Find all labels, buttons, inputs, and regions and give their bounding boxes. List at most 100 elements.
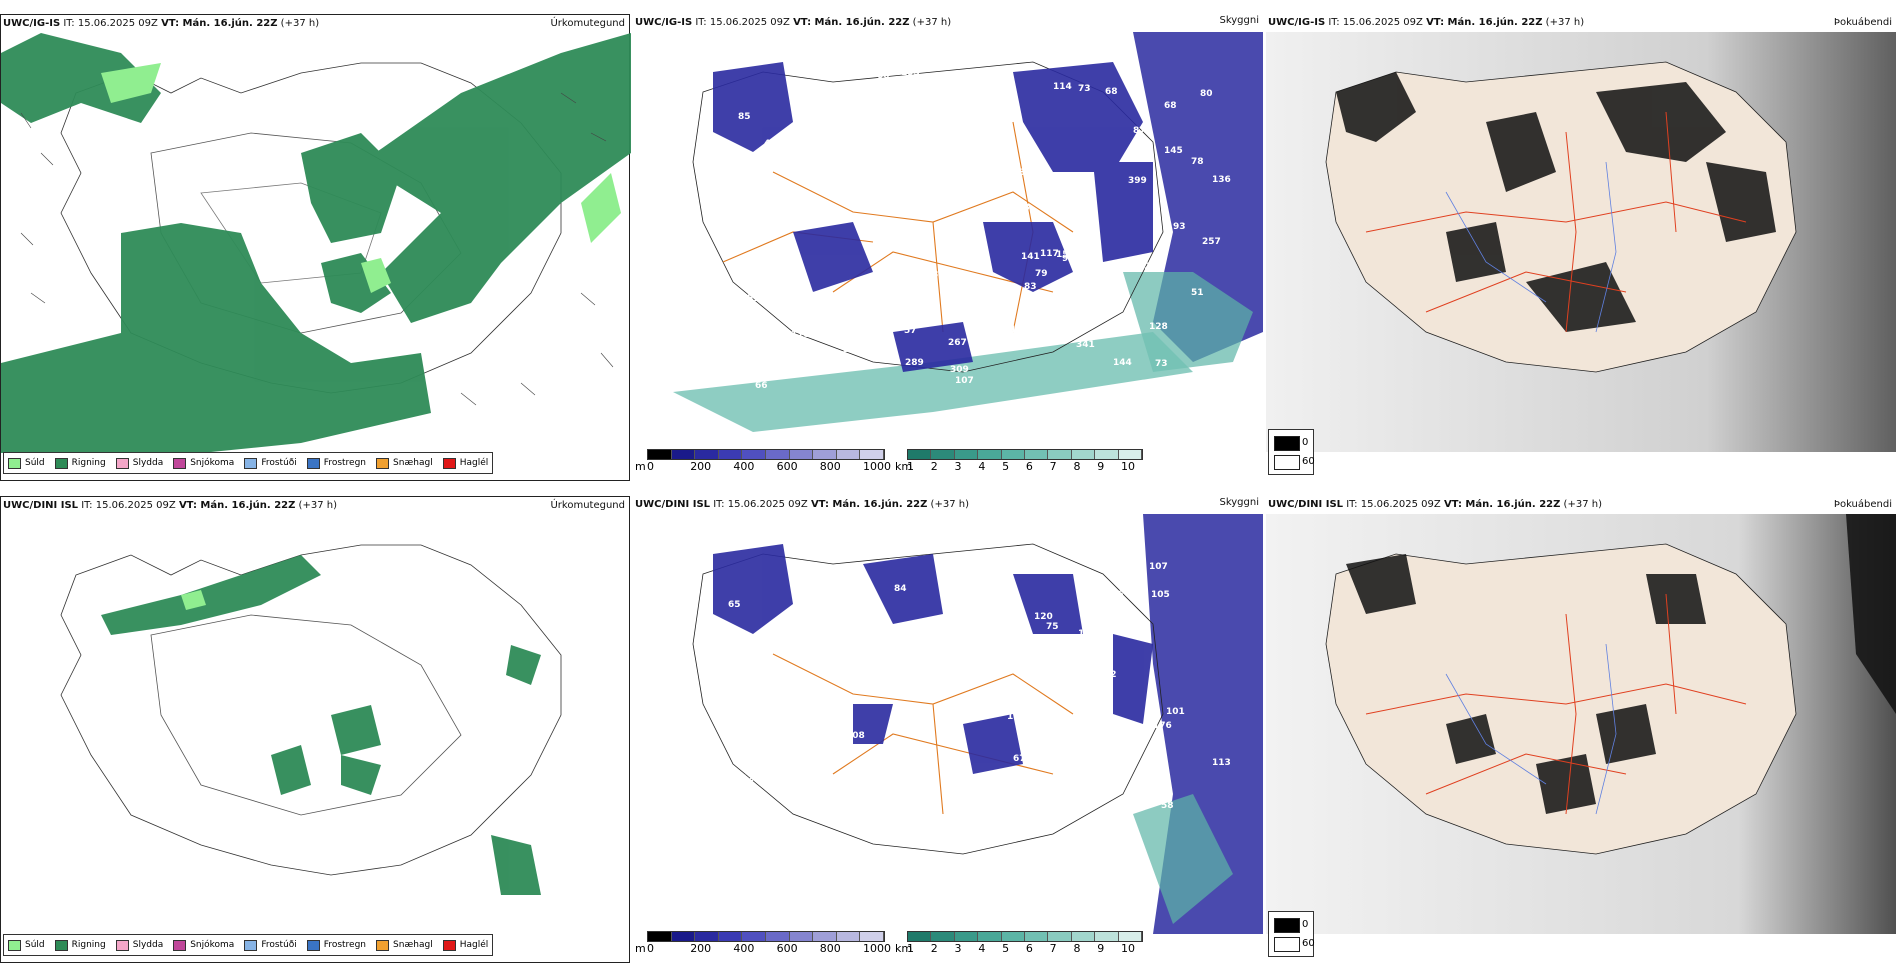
cloud-base-label: 118 — [791, 330, 810, 340]
cloud-base-label: 77 — [756, 364, 769, 374]
cloud-base-label: 67 — [1016, 131, 1029, 141]
cloud-base-label: 61 — [778, 720, 791, 730]
cloud-base-label: 101 — [1166, 707, 1185, 717]
cloud-base-label: 289 — [905, 358, 924, 368]
colorbar-cell — [671, 450, 696, 459]
colorbar-cell — [954, 450, 979, 459]
legend-swatch — [173, 939, 187, 951]
colorbar-cell — [742, 450, 766, 459]
cloud-base-label: 57 — [904, 326, 917, 336]
cloud-base-label: 425 — [942, 178, 961, 188]
bottom-cloud-panel: UWC/DINI ISL IT: 15.06.2025 09Z VT: Mán.… — [633, 496, 1263, 963]
colorbar-cell — [1071, 932, 1096, 941]
precip-type-legend: Súld Rigning Slydda Snjókoma Frostúði Frostre… — [3, 452, 494, 474]
legend-swatch — [115, 457, 129, 469]
cloud-base-label: 92 — [1138, 262, 1151, 272]
panel-header: UWC/IG-IS IT: 15.06.2025 09Z VT: Mán. 16… — [3, 18, 320, 29]
legend-swatch — [8, 457, 21, 469]
colorbar-tick: 600 — [776, 460, 798, 473]
cloud-base-label: 94 — [1062, 254, 1075, 264]
cloud-base-label: 67 — [916, 175, 929, 185]
legend-item: Rigning — [54, 939, 106, 951]
colorbar-cell — [765, 932, 790, 941]
colorbar-tick: 0 — [647, 942, 654, 955]
colorbar-tick: 7 — [1049, 460, 1057, 473]
legend-label: Snæhagl — [393, 940, 433, 950]
cloud-base-label: 88 — [877, 74, 890, 84]
cloud-base-label: 128 — [1149, 322, 1168, 332]
legend-item: Súld — [8, 939, 45, 951]
legend-item: Snjókoma — [173, 457, 234, 469]
legend-item: Haglél — [442, 939, 488, 951]
panel-header: UWC/DINI ISL IT: 15.06.2025 09Z VT: Mán.… — [1268, 499, 1602, 510]
panel-title: Skyggni — [1219, 15, 1259, 26]
colorbar-tick: 10 — [1121, 460, 1135, 473]
colorbar-tick: 6 — [1025, 460, 1033, 473]
legend-swatch — [244, 939, 258, 951]
colorbar-strip — [647, 449, 885, 460]
colorbar-tick: 8 — [1073, 460, 1081, 473]
legend-item: Frostregn — [306, 457, 367, 469]
panel-header: UWC/IG-IS IT: 15.06.2025 09Z VT: Mán. 16… — [635, 17, 952, 28]
cloud-base-label: 112 — [735, 774, 754, 784]
colorbar-unit: m — [635, 460, 646, 473]
cloud-base-label: 77 — [806, 354, 819, 364]
panel-header: UWC/DINI ISL IT: 15.06.2025 09Z VT: Mán.… — [3, 500, 337, 511]
cloud-base-label: 76 — [912, 116, 925, 126]
colorbar-tick: 9 — [1097, 460, 1105, 473]
cloud-base-label: 120 — [1034, 612, 1053, 622]
cloud-base-label: 93 — [806, 157, 819, 167]
colorbar-cell — [695, 450, 719, 459]
cloud-base-label: 89 — [1025, 757, 1038, 767]
colorbar-cell — [671, 932, 696, 941]
colorbar-unit: km — [895, 460, 913, 473]
cloud-base-label: 95 — [924, 56, 937, 66]
legend-label: Rigning — [71, 940, 106, 950]
cloud-base-label: 117 — [1040, 249, 1059, 259]
colorbar-tick: 0 — [647, 460, 654, 473]
colorbar-cell — [1001, 450, 1026, 459]
colorbar-cell — [789, 932, 814, 941]
precip-type-legend: Súld Rigning Slydda Snjókoma Frostúði Frostre… — [3, 934, 494, 956]
cloud-base-label: 468 — [1006, 168, 1025, 178]
cloud-base-label: 113 — [1212, 758, 1231, 768]
cloud-base-label: 193 — [901, 68, 920, 78]
colorbar-cell — [695, 932, 719, 941]
cloud-base-label: 176 — [1153, 721, 1172, 731]
panel-title: Þokuábendi — [1833, 499, 1892, 510]
cloud-base-label: 75 — [759, 638, 772, 648]
cloud-base-label: 12 — [710, 681, 723, 691]
cloud-base-label: 157 — [1007, 712, 1026, 722]
cloud-base-label: 144 — [1113, 358, 1132, 368]
colorbar-cell — [908, 932, 932, 941]
cloud-base-label: 67 — [1013, 754, 1026, 764]
top-precip-panel: UWC/IG-IS IT: 15.06.2025 09Z VT: Mán. 16… — [0, 14, 631, 481]
cloud-base-label: 87 — [1133, 126, 1146, 136]
colorbar-tick: 8 — [1073, 942, 1081, 955]
legend-item: Snæhagl — [376, 457, 433, 469]
cloud-base-label: 73 — [759, 692, 772, 702]
ceiling-colorbar: m 0 200 400 600 800 1000 — [635, 931, 891, 957]
cloud-base-label: 137 — [1057, 297, 1076, 307]
legend-label: Frostregn — [323, 458, 367, 468]
legend-item: Frostúði — [244, 457, 297, 469]
cloud-base-label: 172 — [750, 827, 769, 837]
cloud-base-label: 341 — [1076, 340, 1095, 350]
cloud-base-label: 51 — [747, 294, 760, 304]
colorbar-tick: 1000 — [863, 460, 891, 473]
cloud-base-label: 141 — [1021, 252, 1040, 262]
cloud-base-label: 144 — [710, 61, 729, 71]
cloud-base-label: 80 — [870, 790, 883, 800]
cloud-base-label: 105 — [873, 759, 892, 769]
cloud-base-label: 73 — [1155, 359, 1168, 369]
panel-title: Úrkomutegund — [550, 500, 625, 511]
colorbar-tick: 7 — [1049, 942, 1057, 955]
colorbar-cell — [648, 450, 672, 459]
legend-label: Slydda — [132, 458, 164, 468]
cloud-base-label: 81 — [1129, 739, 1142, 749]
legend-swatch — [442, 457, 456, 469]
cloud-base-label: 73 — [780, 813, 793, 823]
colorbar-tick: 5 — [1002, 942, 1010, 955]
legend-item: Rigning — [54, 457, 106, 469]
cloud-base-label: 75 — [953, 715, 966, 725]
